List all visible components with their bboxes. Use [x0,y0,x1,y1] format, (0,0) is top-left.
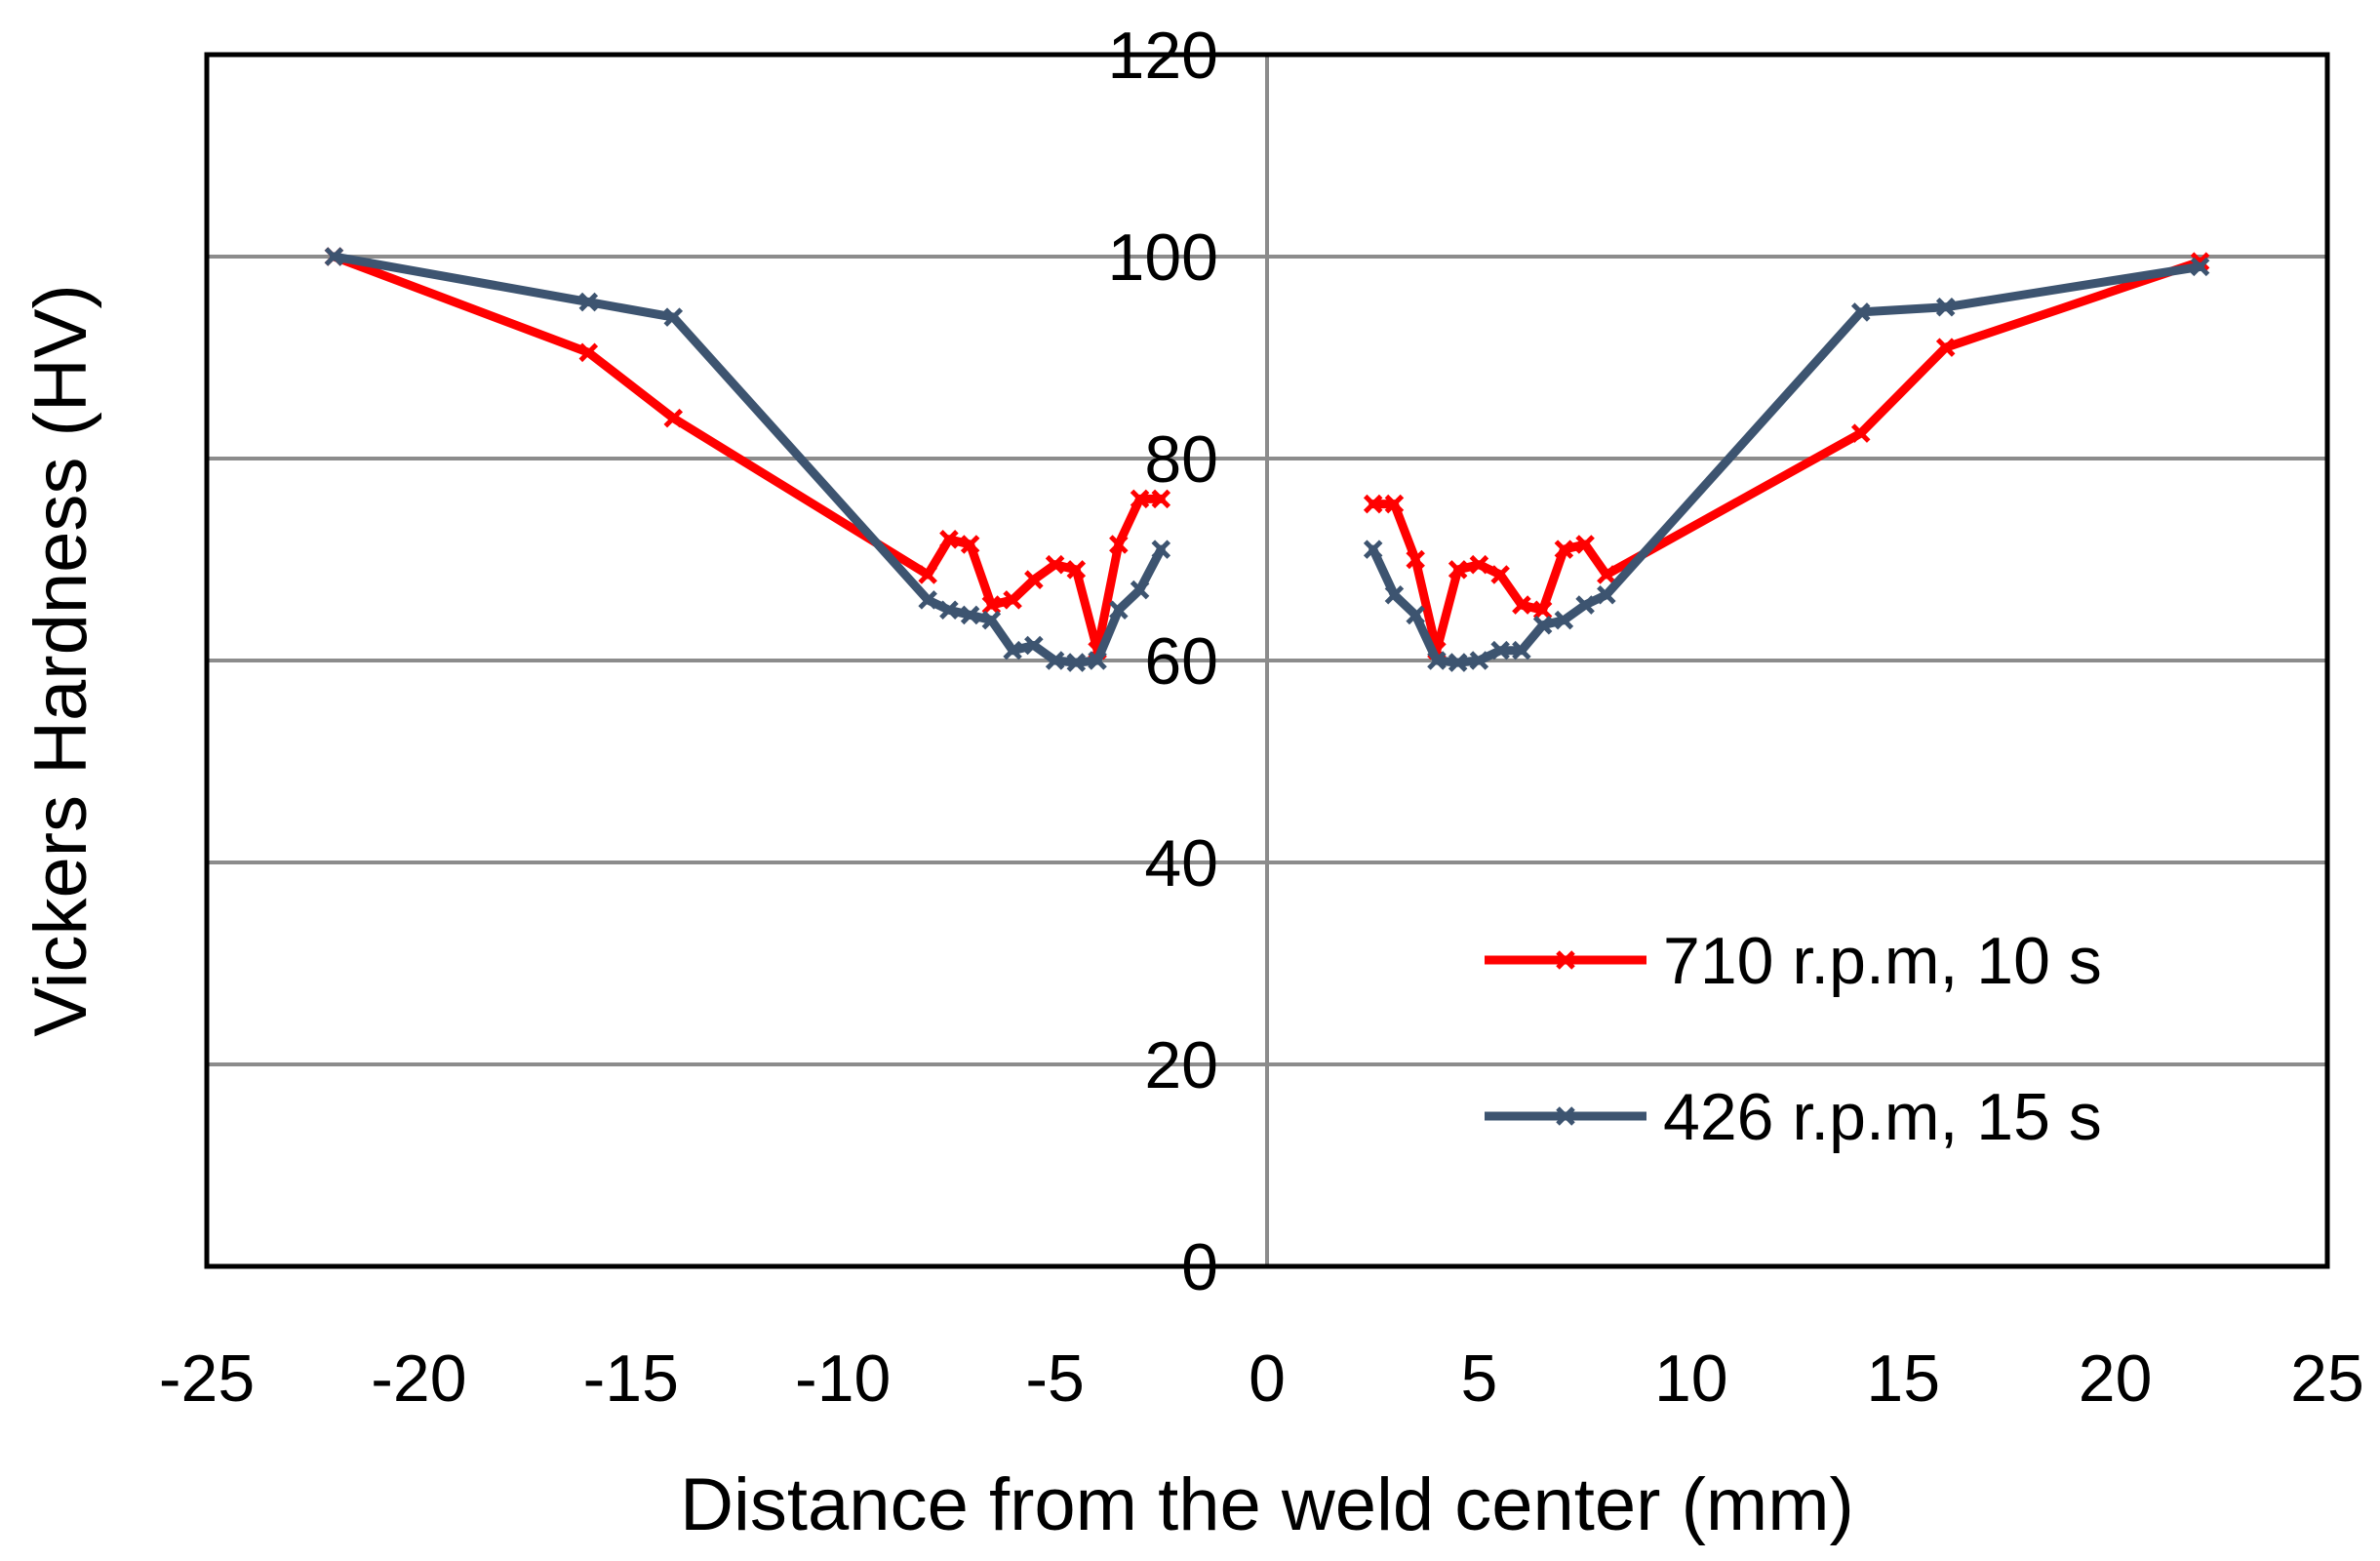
data-point [1088,651,1107,670]
data-point [2190,257,2210,277]
data-point [1151,540,1171,559]
y-axis-label: Vickers Hardness (HV) [20,284,102,1036]
data-point [1066,653,1087,672]
data-point [939,600,959,620]
data-point [1448,560,1468,580]
data-point [1575,535,1595,554]
y-tick-labels: 0 20 40 60 80 100 120 [1108,19,1218,1304]
data-point [1490,565,1510,584]
legend-label: 426 r.p.m, 15 s [1663,1080,2102,1154]
data-point [960,605,980,625]
data-point [1363,494,1383,514]
y-tick-label: 20 [1144,1028,1218,1102]
data-point [1045,651,1065,670]
series-line [329,252,1166,656]
data-point [1109,600,1129,620]
legend-marker [1556,950,1575,970]
data-point [1512,595,1531,615]
y-tick-label: 100 [1108,220,1218,295]
x-tick-label: 5 [1460,1341,1497,1416]
x-tick-label: -15 [583,1341,679,1416]
y-tick-label: 0 [1181,1230,1218,1304]
series-line [1368,261,2205,667]
data-point [1045,554,1065,575]
data-point [1532,600,1553,620]
data-point [663,408,684,428]
y-tick-label: 40 [1144,826,1218,901]
data-point [1850,302,1871,322]
series-line [1368,257,2205,656]
data-point [1448,653,1468,672]
data-point [1363,540,1383,559]
legend-item: 426 r.p.m, 15 s [1485,1080,2102,1154]
data-point [1554,610,1574,630]
data-point [1003,590,1022,610]
data-point [1406,605,1425,625]
x-tick-label: 20 [2079,1341,2153,1416]
data-point [981,595,1002,615]
x-axis-label: Distance from the weld center (mm) [680,1463,1854,1546]
data-point [1130,580,1150,600]
legend: 710 r.p.m, 10 s 426 r.p.m, 15 s [1485,924,2102,1154]
data-point [1554,540,1574,559]
data-point [1151,489,1171,509]
y-tick-label: 120 [1108,19,1218,93]
x-tick-label: 25 [2290,1341,2364,1416]
data-point [1597,565,1616,584]
data-point [1469,651,1489,670]
x-tick-labels: -25 -20 -15 -10 -5 0 5 10 15 20 25 [159,1341,2364,1416]
data-point [1427,651,1447,670]
data-point [1469,554,1489,575]
series-group [324,247,2210,672]
data-point [1532,616,1553,635]
data-point [1109,535,1129,554]
x-tick-label: -10 [795,1341,891,1416]
y-tick-label: 80 [1144,422,1218,497]
data-point [918,590,937,610]
data-point [578,342,599,363]
series-1 [324,247,2210,660]
data-point [1024,570,1044,589]
data-point [981,610,1002,630]
x-tick-label: 0 [1249,1341,1286,1416]
legend-marker [1556,1106,1575,1126]
data-point [1130,489,1150,509]
data-point [578,292,599,312]
data-point [663,307,684,327]
data-point [939,530,959,549]
series-2 [324,247,2210,672]
data-point [1575,595,1595,615]
x-tick-label: -25 [159,1341,255,1416]
legend-label: 710 r.p.m, 10 s [1663,924,2102,998]
data-point [1850,423,1871,443]
data-point [1512,640,1531,660]
plot-area-border [204,52,2330,1269]
data-point [1066,560,1087,580]
data-point [960,535,980,554]
data-point [1384,494,1405,514]
x-tick-label: -20 [371,1341,466,1416]
data-point [1024,635,1044,656]
x-tick-label: 10 [1654,1341,1728,1416]
y-tick-label: 60 [1144,624,1218,699]
data-point [918,565,937,584]
legend-item: 710 r.p.m, 10 s [1485,924,2102,998]
data-point [1935,338,1956,357]
data-point [324,247,344,266]
data-point [1597,584,1616,605]
x-tick-label: 15 [1866,1341,1940,1416]
data-point [1384,584,1405,605]
data-point [1406,549,1425,570]
data-point [1003,640,1022,660]
data-point [1935,297,1956,317]
x-tick-label: -5 [1025,1341,1084,1416]
data-point [1490,640,1510,660]
